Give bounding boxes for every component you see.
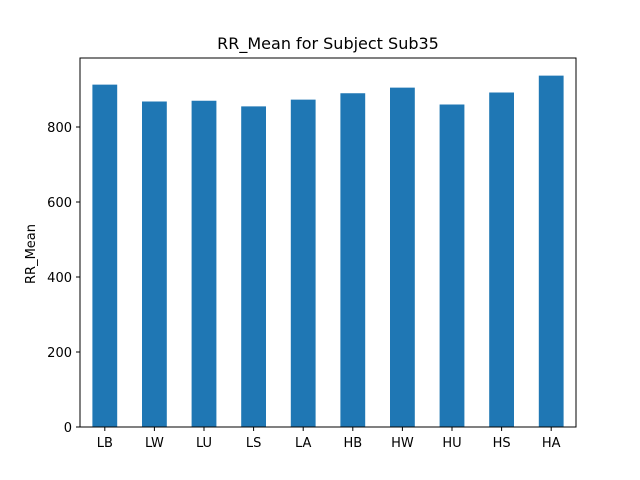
- x-tick-label-lw: LW: [145, 436, 164, 451]
- x-tick-label-hb: HB: [343, 436, 362, 451]
- bar-hs: [489, 92, 514, 427]
- bars-layer: [92, 75, 564, 428]
- y-tick-label-800: 800: [47, 121, 72, 136]
- x-tick-label-ls: LS: [246, 436, 262, 451]
- bar-hb: [340, 93, 366, 427]
- bar-lu: [191, 100, 217, 427]
- y-tick-label-600: 600: [47, 196, 72, 211]
- y-tick-label-200: 200: [47, 346, 72, 361]
- x-tick-label-lu: LU: [196, 436, 212, 451]
- y-tick-label-400: 400: [47, 271, 72, 286]
- bar-lb: [92, 84, 118, 428]
- y-axis-ticks: 0 200 400 600 800: [47, 121, 80, 436]
- bar-la: [290, 99, 316, 428]
- x-tick-label-hs: HS: [493, 436, 511, 451]
- plot-frame: [79, 57, 577, 428]
- bar-hw: [390, 87, 415, 428]
- y-tick-label-0: 0: [64, 421, 72, 436]
- x-tick-label-lb: LB: [97, 436, 113, 451]
- bar-lw: [142, 101, 167, 427]
- bar-ls: [241, 106, 266, 428]
- x-tick-label-la: LA: [295, 436, 312, 451]
- bar-ha: [538, 75, 564, 428]
- x-tick-label-ha: HA: [542, 436, 561, 451]
- chart-title: RR_Mean for Subject Sub35: [217, 34, 439, 54]
- x-axis-ticks: LB LW LU LS LA HB HW HU HS HA: [97, 427, 561, 451]
- bar-hu: [439, 104, 465, 427]
- x-tick-label-hw: HW: [391, 436, 414, 451]
- y-axis-title: RR_Mean: [24, 224, 39, 284]
- x-tick-label-hu: HU: [442, 436, 461, 451]
